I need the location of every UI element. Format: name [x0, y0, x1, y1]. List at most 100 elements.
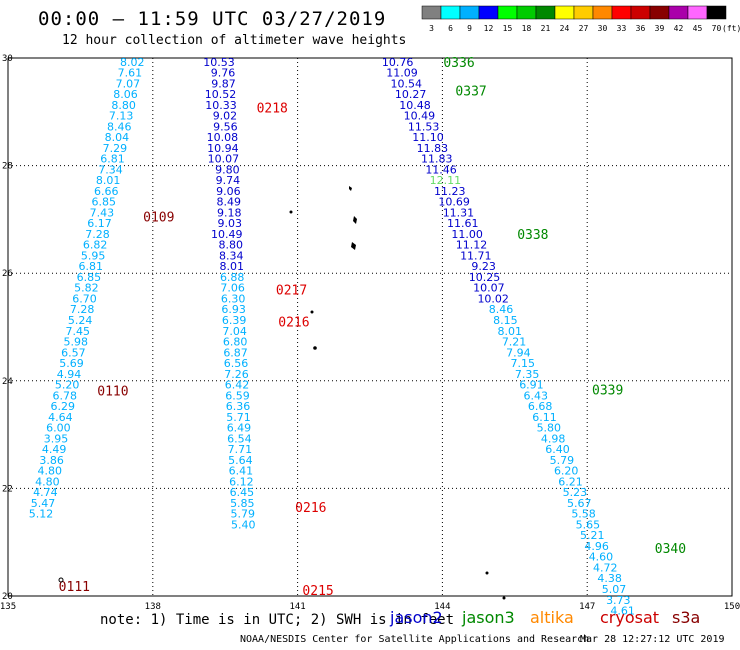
- legend-swatch: [440, 5, 461, 20]
- swh-value: 7.45: [65, 325, 90, 338]
- legend-swatch: [421, 5, 442, 20]
- swh-value: 5.95: [81, 249, 106, 262]
- swh-value: 8.46: [107, 120, 132, 133]
- page-subtitle: 12 hour collection of altimeter wave hei…: [62, 33, 407, 48]
- swh-value: 5.82: [74, 282, 99, 295]
- legend-label: 42: [674, 24, 684, 33]
- swh-value: 5.67: [567, 497, 592, 510]
- swh-value: 7.35: [515, 368, 540, 381]
- swh-value: 5.79: [550, 454, 575, 467]
- satellite-name: cryosat: [600, 608, 660, 627]
- swh-value: 11.46: [425, 163, 457, 176]
- legend-label: 12: [484, 24, 494, 33]
- swh-value: 5.79: [231, 508, 256, 521]
- swh-value: 11.09: [386, 67, 418, 80]
- swh-value: 10.07: [473, 282, 505, 295]
- swh-value: 6.80: [223, 336, 248, 349]
- swh-value: 4.38: [597, 572, 622, 585]
- swh-value: 7.28: [85, 228, 110, 241]
- swh-value: 11.12: [456, 239, 488, 252]
- swh-value: 5.58: [571, 508, 596, 521]
- swh-value: 5.12: [29, 508, 54, 521]
- y-tick-label: 24: [2, 377, 13, 387]
- swh-value: 5.80: [537, 422, 562, 435]
- time-label: 0338: [517, 228, 548, 243]
- swh-value: 9.76: [211, 67, 236, 80]
- swh-value: 10.02: [477, 292, 509, 305]
- swh-value: 7.43: [90, 206, 115, 219]
- legend-swatch: [478, 5, 499, 20]
- swh-value: 4.49: [42, 443, 67, 456]
- legend-label: 3: [429, 24, 434, 33]
- swh-value: 9.56: [213, 120, 238, 133]
- swh-value: 3.95: [44, 432, 69, 445]
- swh-value: 7.29: [103, 142, 128, 155]
- swh-value: 6.87: [223, 346, 248, 359]
- swh-value: 9.23: [471, 260, 496, 273]
- legend-swatch: [554, 5, 575, 20]
- swh-value: 6.91: [519, 379, 544, 392]
- footer-note: note: 1) Time is in UTC; 2) SWH is in fe…: [100, 612, 455, 628]
- legend-swatch: [611, 5, 632, 20]
- swh-value: 6.45: [230, 486, 255, 499]
- legend-label: 27: [579, 24, 589, 33]
- y-tick-label: 22: [2, 484, 13, 494]
- swh-value: 6.39: [222, 314, 247, 327]
- legend-swatch: [573, 5, 594, 20]
- swh-value: 6.54: [227, 432, 252, 445]
- time-label: 0337: [455, 84, 486, 99]
- swh-value: 6.40: [545, 443, 570, 456]
- swh-value: 9.87: [211, 77, 236, 90]
- swh-value: 3.73: [606, 594, 631, 607]
- time-label: 0217: [276, 283, 307, 298]
- swh-value: 10.76: [382, 56, 414, 69]
- time-label: 0218: [257, 101, 288, 116]
- swh-value: 6.21: [558, 475, 583, 488]
- swh-value: 11.61: [447, 217, 479, 230]
- swh-value: 6.88: [220, 271, 245, 284]
- swh-value: 8.34: [219, 249, 244, 262]
- footer-credit: NOAA/NESDIS Center for Satellite Applica…: [240, 634, 590, 645]
- satellite-name: jason2: [390, 608, 443, 627]
- chart-axes: 135 138 141 144 147 150 20 22 24 26 28 30: [0, 54, 740, 612]
- time-label: 0336: [443, 56, 474, 71]
- time-label: 0216: [295, 501, 326, 516]
- swh-value: 7.28: [70, 303, 95, 316]
- swh-value: 7.26: [224, 368, 249, 381]
- swh-value: 5.24: [68, 314, 93, 327]
- satellite-name: jason3: [462, 608, 515, 627]
- swh-value: 11.71: [460, 249, 492, 262]
- swh-value: 8.02: [120, 56, 145, 69]
- swh-value: 5.07: [602, 583, 627, 596]
- swh-value: 6.59: [225, 389, 250, 402]
- swh-value: 6.85: [92, 196, 117, 209]
- swh-value: 7.13: [109, 110, 134, 123]
- swh-value: 8.04: [105, 131, 130, 144]
- swh-value: 7.07: [116, 77, 141, 90]
- swh-value: 9.03: [218, 217, 243, 230]
- island-mark: [485, 571, 489, 575]
- swh-value: 5.65: [576, 518, 601, 531]
- swh-value: 4.64: [48, 411, 73, 424]
- legend-swatch: [687, 5, 708, 20]
- legend-label: 24: [560, 24, 570, 33]
- swh-value: 10.69: [438, 196, 470, 209]
- x-tick-label: 138: [145, 602, 161, 612]
- time-label: 0215: [302, 584, 333, 599]
- swh-value: 5.69: [59, 357, 84, 370]
- chart-grid: [8, 58, 732, 596]
- swh-value: 5.71: [226, 411, 251, 424]
- x-tick-label: 135: [0, 602, 16, 612]
- legend-swatch: [459, 5, 480, 20]
- swh-value: 7.71: [228, 443, 253, 456]
- swh-value: 9.80: [215, 163, 240, 176]
- swh-value: 6.29: [51, 400, 76, 413]
- legend-label: 39: [655, 24, 665, 33]
- footer-generated: Mar 28 12:27:12 UTC 2019: [580, 634, 725, 645]
- legend-swatch: [535, 5, 556, 20]
- swh-value: 6.41: [229, 465, 254, 478]
- x-tick-label: 141: [289, 602, 305, 612]
- legend-swatch: [497, 5, 518, 20]
- swh-value: 5.98: [64, 336, 89, 349]
- x-tick-label: 150: [724, 602, 740, 612]
